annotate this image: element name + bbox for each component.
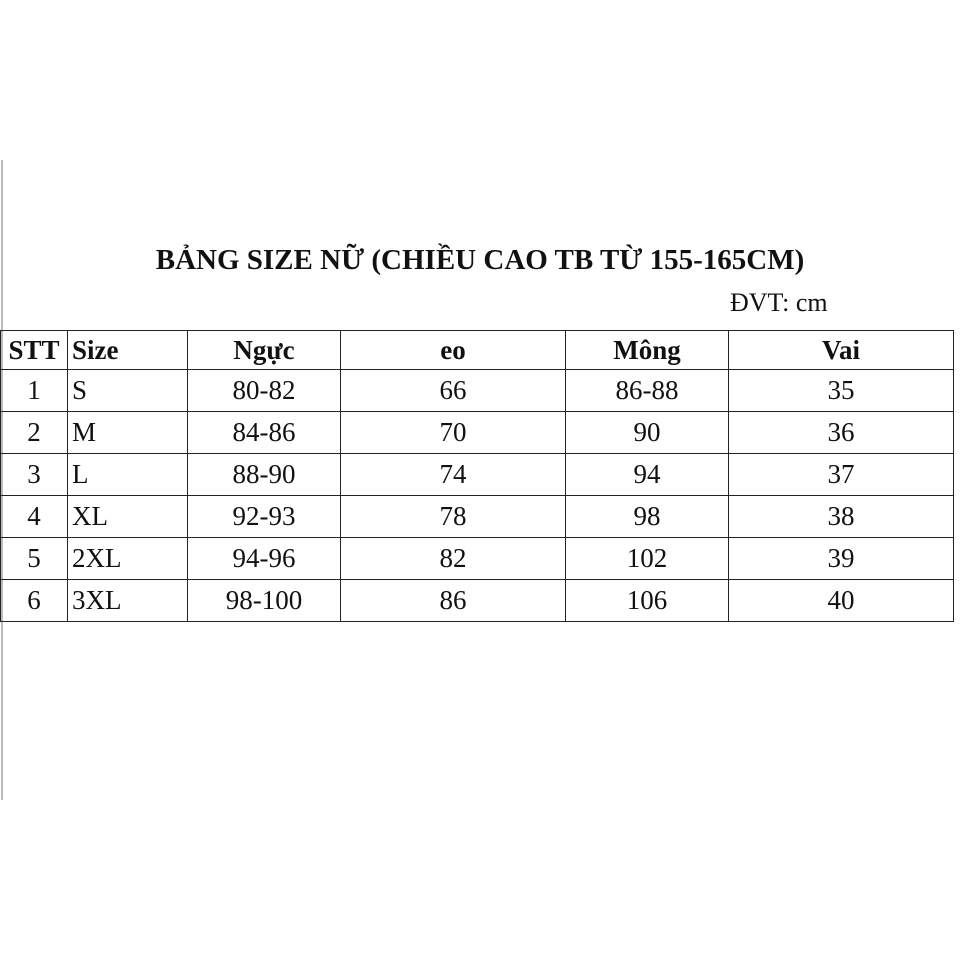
header-nguc: Ngực [187, 330, 341, 370]
unit-label: ĐVT: cm [730, 288, 828, 317]
cell-eo: 74 [340, 453, 566, 496]
cell-vai: 38 [728, 495, 954, 538]
cell-stt: 6 [0, 579, 68, 622]
cell-mong: 106 [565, 579, 729, 622]
cell-vai: 40 [728, 579, 954, 622]
page-title: BẢNG SIZE NỮ (CHIỀU CAO TB TỪ 155-165CM) [155, 244, 805, 276]
header-mong: Mông [565, 330, 729, 370]
cell-stt: 1 [0, 369, 68, 412]
cell-size: S [67, 369, 188, 412]
cell-mong: 86-88 [565, 369, 729, 412]
cell-nguc: 88-90 [187, 453, 341, 496]
cell-stt: 4 [0, 495, 68, 538]
cell-size: 3XL [67, 579, 188, 622]
cell-nguc: 94-96 [187, 537, 341, 580]
header-size: Size [67, 330, 188, 370]
cell-nguc: 84-86 [187, 411, 341, 454]
header-vai: Vai [728, 330, 954, 370]
cell-mong: 90 [565, 411, 729, 454]
cell-mong: 98 [565, 495, 729, 538]
table-row: 4 XL 92-93 78 98 38 [0, 495, 954, 538]
cell-size: 2XL [67, 537, 188, 580]
cell-stt: 3 [0, 453, 68, 496]
cell-mong: 102 [565, 537, 729, 580]
cell-size: M [67, 411, 188, 454]
table-row: 1 S 80-82 66 86-88 35 [0, 369, 954, 412]
header-stt: STT [0, 330, 68, 370]
cell-vai: 39 [728, 537, 954, 580]
cell-eo: 78 [340, 495, 566, 538]
cell-size: L [67, 453, 188, 496]
cell-stt: 2 [0, 411, 68, 454]
cell-nguc: 80-82 [187, 369, 341, 412]
cell-vai: 37 [728, 453, 954, 496]
cell-mong: 94 [565, 453, 729, 496]
cell-stt: 5 [0, 537, 68, 580]
cell-eo: 86 [340, 579, 566, 622]
cell-eo: 82 [340, 537, 566, 580]
table-header-row: STT Size Ngực eo Mông Vai [0, 330, 954, 370]
cell-eo: 66 [340, 369, 566, 412]
table-row: 2 M 84-86 70 90 36 [0, 411, 954, 454]
cell-vai: 36 [728, 411, 954, 454]
cell-vai: 35 [728, 369, 954, 412]
header-eo: eo [340, 330, 566, 370]
table-row: 5 2XL 94-96 82 102 39 [0, 537, 954, 580]
cell-eo: 70 [340, 411, 566, 454]
table-row: 6 3XL 98-100 86 106 40 [0, 579, 954, 622]
size-table: STT Size Ngực eo Mông Vai 1 S 80-82 66 86-88… [0, 330, 954, 622]
cell-nguc: 92-93 [187, 495, 341, 538]
cell-nguc: 98-100 [187, 579, 341, 622]
cell-size: XL [67, 495, 188, 538]
table-row: 3 L 88-90 74 94 37 [0, 453, 954, 496]
